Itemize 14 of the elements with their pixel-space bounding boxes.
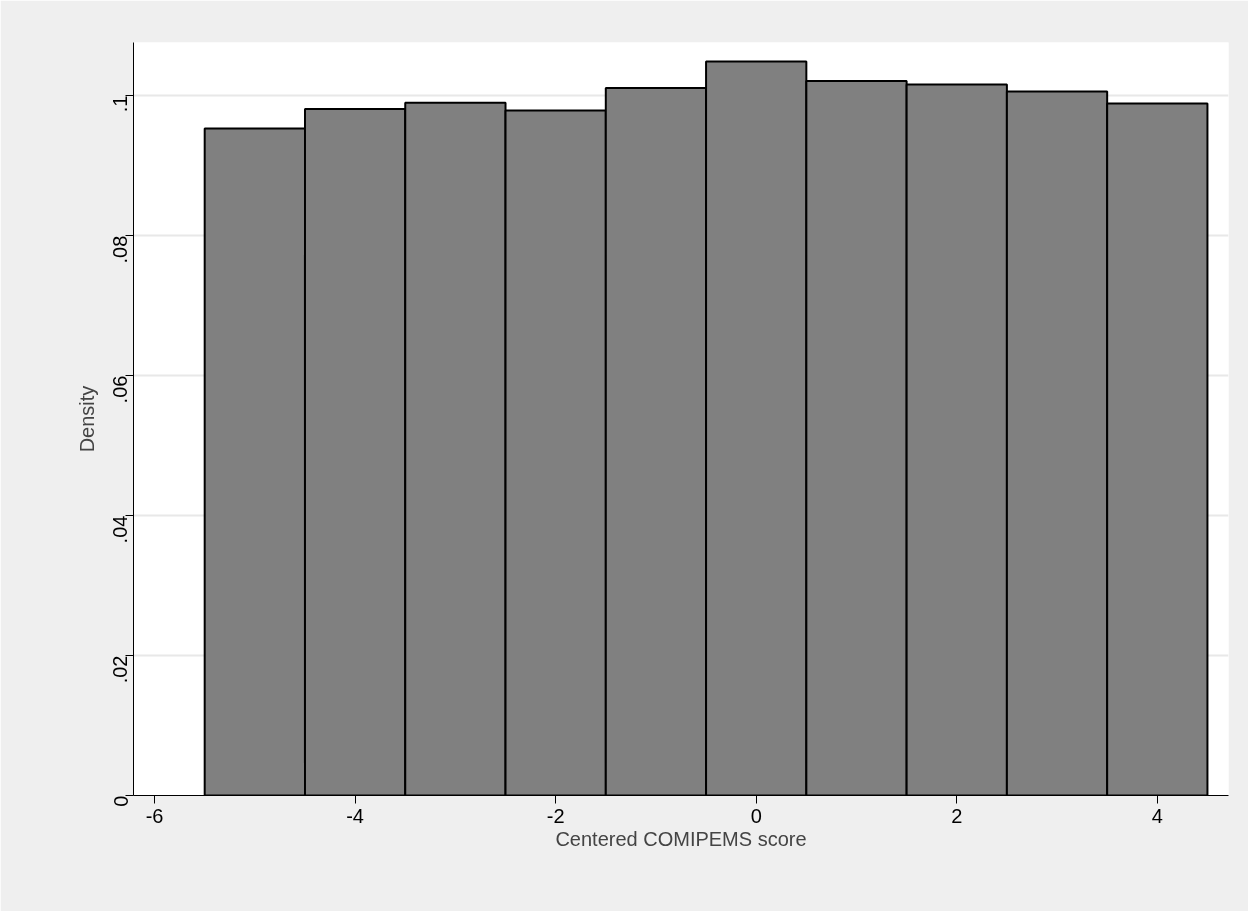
- y-tick-label: .1: [109, 95, 132, 113]
- x-tick-label: 0: [750, 804, 762, 827]
- y-tick-label: .08: [109, 235, 132, 264]
- x-tick-label: -2: [546, 804, 565, 827]
- x-tick-label: -6: [145, 804, 164, 827]
- x-tick-label: -4: [346, 804, 365, 827]
- x-tick-label: 2: [951, 804, 963, 827]
- y-tick-label: 0: [109, 795, 132, 807]
- y-tick-label: .04: [109, 515, 132, 544]
- y-tick-label: .06: [109, 375, 132, 404]
- y-axis-title: Density: [75, 385, 98, 453]
- y-tick-label: .02: [109, 655, 132, 684]
- x-tick-label: 4: [1151, 804, 1163, 827]
- x-axis-title: Centered COMIPEMS score: [555, 827, 807, 850]
